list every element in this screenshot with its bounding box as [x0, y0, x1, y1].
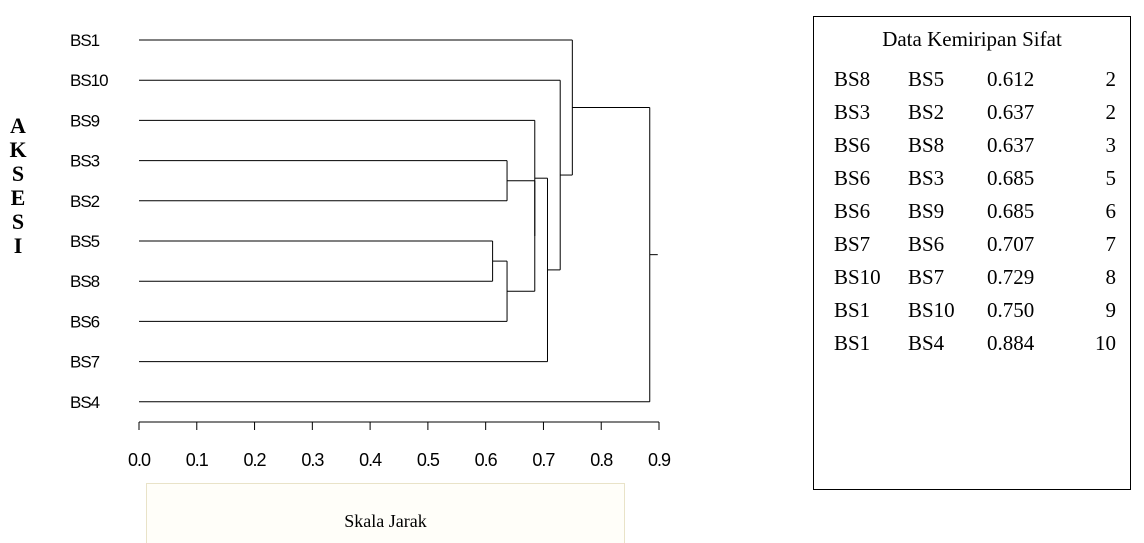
table-cell-distance: 0.750: [987, 298, 1035, 322]
leaf-label: BS3: [70, 152, 100, 171]
table-cell-distance: 0.884: [987, 331, 1035, 355]
table-cell-item-a: BS6: [834, 199, 871, 223]
table-cell-distance: 0.685: [987, 199, 1035, 223]
table-cell-step: 2: [1105, 100, 1117, 124]
leaf-label: BS10: [70, 71, 108, 90]
x-tick-label: 0.8: [590, 450, 613, 470]
x-tick-label: 0.4: [359, 450, 382, 470]
table-row: BS8 BS5 0.612 2: [834, 67, 1116, 97]
leaf-label: BS4: [70, 393, 100, 412]
table-cell-item-b: BS8: [908, 133, 945, 157]
table-cell-item-a: BS1: [834, 298, 871, 322]
table-cell-step: 6: [1105, 199, 1117, 223]
table-cell-item-b: BS5: [908, 67, 945, 91]
similarity-table: Data Kemiripan Sifat BS8 BS5 0.612 2 BS3 BS2 0…: [813, 16, 1131, 490]
leaf-label: BS8: [70, 272, 100, 291]
table-cell-item-b: BS6: [908, 232, 945, 256]
table-cell-item-b: BS10: [908, 298, 955, 322]
leaf-label: BS6: [70, 312, 100, 331]
x-tick-label: 0.2: [244, 450, 267, 470]
table-cell-item-a: BS6: [834, 166, 871, 190]
table-row: BS6 BS9 0.685 6: [834, 199, 1116, 229]
table-cell-item-a: BS7: [834, 232, 871, 256]
table-cell-step: 5: [1105, 166, 1117, 190]
table-cell-step: 9: [1105, 298, 1117, 322]
table-cell-distance: 0.637: [987, 133, 1035, 157]
y-axis-label-letter: I: [14, 233, 23, 258]
table-title: Data Kemiripan Sifat: [882, 27, 1062, 51]
x-tick-label: 0.5: [417, 450, 440, 470]
x-axis-label: Skala Jarak: [344, 511, 427, 531]
table-row: BS6 BS3 0.685 5: [834, 166, 1116, 196]
table-cell-step: 8: [1105, 265, 1117, 289]
table-cell-item-a: BS8: [834, 67, 871, 91]
table-cell-distance: 0.685: [987, 166, 1035, 190]
table-row: BS1 BS10 0.750 9: [834, 298, 1116, 328]
leaf-label: BS9: [70, 111, 100, 130]
x-tick-label: 0.1: [186, 450, 209, 470]
table-cell-distance: 0.637: [987, 100, 1035, 124]
table-cell-step: 3: [1105, 133, 1117, 157]
table-cell-item-a: BS1: [834, 331, 871, 355]
table-cell-item-b: BS2: [908, 100, 945, 124]
x-tick-label: 0.3: [301, 450, 324, 470]
x-tick-label: 0.6: [475, 450, 498, 470]
table-row: BS1 BS4 0.884 10: [834, 331, 1116, 361]
table-cell-item-b: BS9: [908, 199, 945, 223]
y-axis-label-letter: S: [12, 161, 24, 186]
x-tick-label: 0.7: [532, 450, 555, 470]
table-cell-item-b: BS7: [908, 265, 945, 289]
leaf-label: BS5: [70, 232, 100, 251]
dendrogram: BS1 BS10 BS9 BS3 BS2 BS5 BS8 BS6 BS7 BS4 0.0 0.1 0.2…: [9, 31, 672, 470]
table-cell-step: 10: [1095, 331, 1116, 355]
x-tick-label: 0.0: [128, 450, 151, 470]
table-cell-item-a: BS3: [834, 100, 871, 124]
table-cell-step: 7: [1105, 232, 1117, 256]
table-cell-step: 2: [1105, 67, 1117, 91]
x-tick-label: 0.9: [648, 450, 671, 470]
table-cell-item-b: BS4: [908, 331, 945, 355]
leaf-label: BS7: [70, 353, 100, 372]
x-axis-label-box: Skala Jarak: [146, 483, 625, 543]
y-axis-label-letter: A: [10, 113, 26, 138]
table-row: BS6 BS8 0.637 3: [834, 133, 1116, 163]
table-row: BS3 BS2 0.637 2: [834, 100, 1116, 130]
y-axis-label-letter: E: [11, 185, 26, 210]
table-row: BS10 BS7 0.729 8: [834, 265, 1116, 295]
table-cell-item-a: BS6: [834, 133, 871, 157]
y-axis-label-letter: K: [9, 137, 26, 162]
table-cell-distance: 0.729: [987, 265, 1035, 289]
table-cell-item-a: BS10: [834, 265, 881, 289]
y-axis-label-letter: S: [12, 209, 24, 234]
leaf-label: BS2: [70, 192, 100, 211]
table-cell-distance: 0.707: [987, 232, 1035, 256]
leaf-label: BS1: [70, 31, 100, 50]
table-cell-item-b: BS3: [908, 166, 945, 190]
table-row: BS7 BS6 0.707 7: [834, 232, 1116, 262]
table-cell-distance: 0.612: [987, 67, 1035, 91]
